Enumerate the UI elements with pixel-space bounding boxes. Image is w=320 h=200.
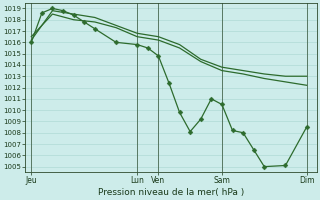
X-axis label: Pression niveau de la mer( hPa ): Pression niveau de la mer( hPa ) bbox=[98, 188, 244, 197]
